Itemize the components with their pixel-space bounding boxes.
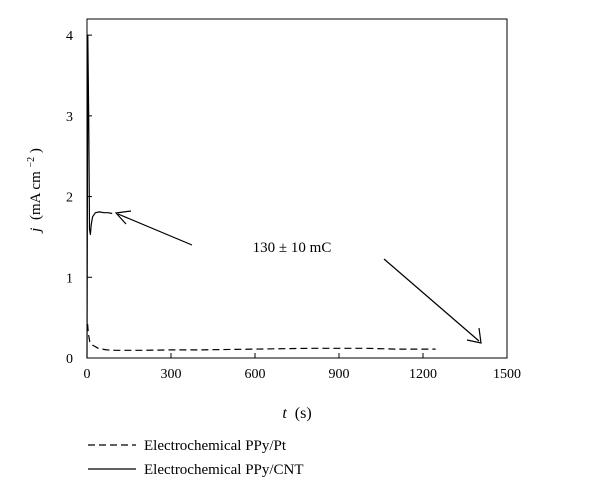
plot-frame <box>86 18 508 359</box>
y-tick-label: 0 <box>66 352 73 367</box>
legend-label-cnt: Electrochemical PPy/CNT <box>144 462 304 478</box>
series-line-ppy-pt <box>87 324 436 351</box>
legend-label-pt: Electrochemical PPy/Pt <box>144 438 287 454</box>
x-axis-title: t (s) <box>282 405 311 422</box>
series-line-ppy-cnt <box>86 34 113 359</box>
y-tick-label: 4 <box>66 29 73 44</box>
y-tick-label: 2 <box>66 191 73 206</box>
x-tick-label: 900 <box>329 367 350 382</box>
y-tick-label: 3 <box>66 110 73 125</box>
x-tick-label: 0 <box>84 367 91 382</box>
legend: Electrochemical PPy/Pt Electrochemical P… <box>88 438 304 478</box>
x-tick-label: 600 <box>245 367 266 382</box>
annotation-label: 130 ± 10 mC <box>253 240 332 256</box>
annotation-arrow-left <box>114 210 193 246</box>
y-axis-title: j (mA cm −2 ) <box>22 148 44 234</box>
annotation-arrow-right <box>383 258 482 344</box>
x-tick-label: 1500 <box>493 367 521 382</box>
y-tick-label: 1 <box>66 271 73 286</box>
x-tick-label: 300 <box>161 367 182 382</box>
x-tick-label: 1200 <box>409 367 437 382</box>
